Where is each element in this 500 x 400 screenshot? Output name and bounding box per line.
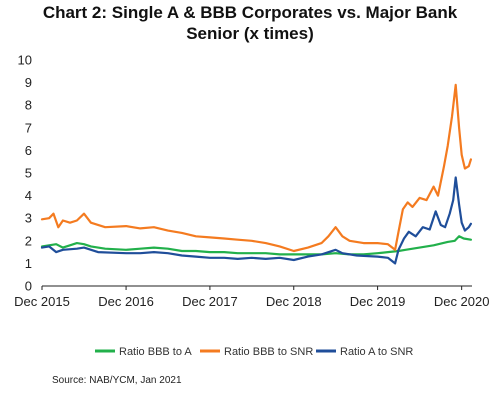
- series-line-2: [40, 83, 472, 253]
- y-tick-label: 4: [25, 188, 32, 203]
- chart-title: Chart 2: Single A & BBB Corporates vs. M…: [0, 2, 500, 44]
- x-tick-label: Dec 2018: [266, 294, 322, 309]
- x-tick-label: Dec 2015: [14, 294, 70, 309]
- y-tick-label: 3: [25, 211, 32, 226]
- chart-title-line-2: Senior (x times): [186, 24, 314, 43]
- y-tick-label: 5: [25, 166, 32, 181]
- source-note: Source: NAB/YCM, Jan 2021: [52, 375, 182, 386]
- chart-axes: 0 1 2 3 4 5 6 7 8 9 10 Dec 2015 Dec 2016 Dec 2017 Dec …: [14, 53, 489, 310]
- y-tick-label: 9: [25, 75, 32, 90]
- series-line-1: [40, 235, 472, 256]
- x-tick-label: Dec 2020: [434, 294, 490, 309]
- y-tick-label: 2: [25, 233, 32, 248]
- x-tick-label: Dec 2019: [350, 294, 406, 309]
- y-tick-label: 8: [25, 98, 32, 113]
- y-tick-label: 0: [25, 279, 32, 294]
- legend-label-1: Ratio BBB to A: [119, 346, 192, 358]
- y-tick-label: 10: [18, 53, 32, 68]
- y-tick-label: 6: [25, 143, 32, 158]
- y-tick-label: 7: [25, 120, 32, 135]
- x-tick-label: Dec 2016: [98, 294, 154, 309]
- series-line-3: [40, 176, 472, 265]
- chart-title-line-1: Chart 2: Single A & BBB Corporates vs. M…: [42, 3, 458, 22]
- chart-legend: Ratio BBB to A Ratio BBB to SNR Ratio A to…: [95, 346, 413, 358]
- legend-label-2: Ratio BBB to SNR: [224, 346, 313, 358]
- y-tick-label: 1: [25, 256, 32, 271]
- chart-plot-area: [40, 83, 472, 265]
- x-tick-label: Dec 2017: [182, 294, 238, 309]
- legend-label-3: Ratio A to SNR: [340, 346, 413, 358]
